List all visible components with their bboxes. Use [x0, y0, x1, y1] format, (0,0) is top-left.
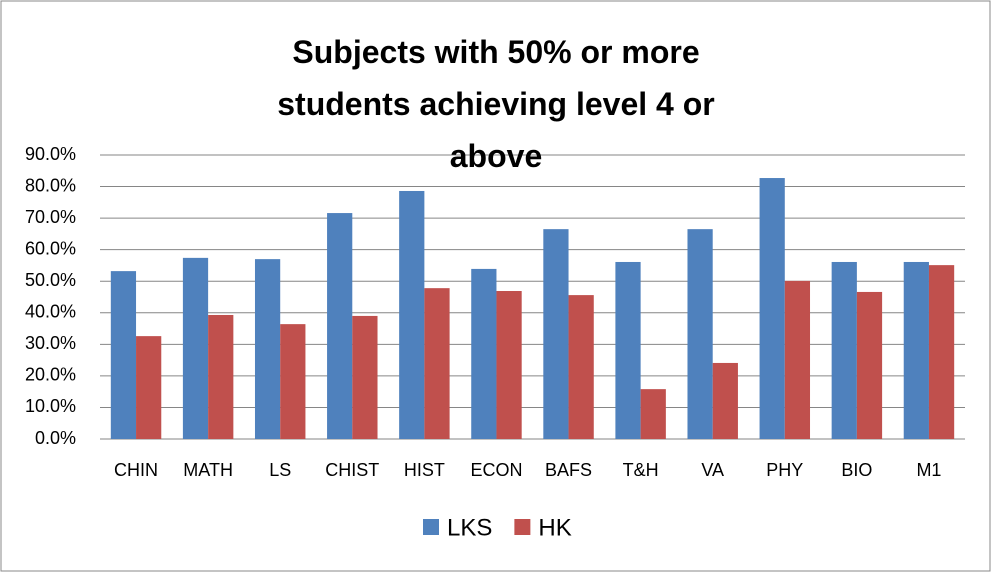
bar	[110, 271, 137, 439]
bar	[831, 261, 857, 439]
x-tick-label: PHY	[766, 460, 803, 480]
y-tick-label: 40.0%	[25, 302, 76, 322]
y-tick-label: 10.0%	[25, 396, 76, 416]
chart-title: Subjects with 50% or more students achie…	[277, 34, 715, 174]
x-tick-label: HIST	[404, 460, 445, 480]
y-tick-label: 20.0%	[25, 365, 76, 385]
bar	[640, 389, 666, 439]
bar	[496, 291, 522, 439]
bar	[568, 295, 594, 439]
y-tick-label: 90.0%	[25, 144, 76, 164]
y-tick-label: 60.0%	[25, 238, 76, 258]
bar	[784, 280, 811, 439]
x-tick-label: LS	[269, 460, 291, 480]
legend-swatch	[423, 519, 439, 535]
x-tick-label: CHIST	[325, 460, 379, 480]
bar	[687, 229, 713, 439]
x-tick-label: BAFS	[545, 460, 592, 480]
bar	[856, 291, 883, 439]
bar	[471, 268, 497, 439]
bar	[399, 190, 425, 439]
legend-label: HK	[538, 514, 571, 541]
bar	[712, 362, 738, 439]
bar	[280, 324, 306, 439]
y-tick-label: 80.0%	[25, 175, 76, 195]
x-tick-label: VA	[701, 460, 724, 480]
bar	[254, 259, 281, 439]
y-tick-label: 0.0%	[35, 428, 76, 448]
bar	[182, 257, 209, 439]
x-tick-label: ECON	[470, 460, 522, 480]
bar	[327, 213, 353, 439]
y-tick-label: 50.0%	[25, 270, 76, 290]
bar	[543, 229, 569, 439]
x-tick-label: M1	[916, 460, 941, 480]
y-tick-label: 70.0%	[25, 207, 76, 227]
x-tick-label: MATH	[183, 460, 233, 480]
x-tick-label: T&H	[623, 460, 659, 480]
x-tick-label: CHIN	[114, 460, 158, 480]
bar	[352, 315, 378, 439]
bar	[136, 336, 162, 439]
legend-swatch	[514, 519, 531, 535]
bar	[903, 261, 929, 439]
bar	[615, 261, 641, 439]
bar	[928, 265, 955, 439]
bar	[424, 288, 450, 439]
bar	[208, 314, 234, 439]
bar	[759, 178, 785, 439]
y-tick-label: 30.0%	[25, 333, 76, 353]
x-tick-label: BIO	[841, 460, 872, 480]
legend-label: LKS	[447, 514, 492, 541]
